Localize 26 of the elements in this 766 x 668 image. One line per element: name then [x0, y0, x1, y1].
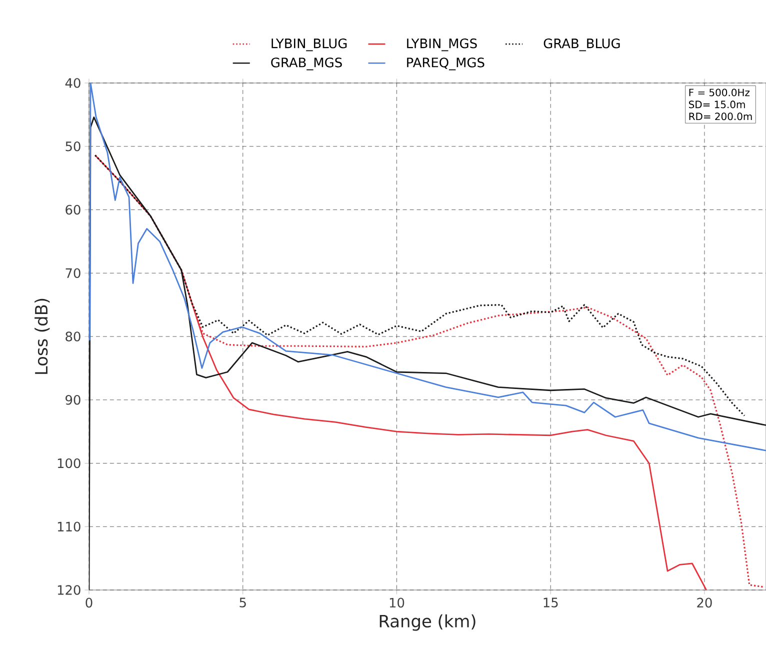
y-tick-label: 90	[66, 394, 80, 405]
y-tick-label: 110	[58, 522, 80, 532]
y-tick-label: 120	[58, 585, 80, 595]
y-tick-label: 60	[66, 204, 80, 215]
legend-label: PAREQ_MGS	[407, 58, 484, 70]
x-tick-label: 0	[86, 598, 92, 608]
annotation: RD= 200.0m	[689, 112, 752, 120]
line-series	[89, 83, 766, 452]
x-tick-label: 20	[697, 598, 712, 608]
annotation: SD= 15.0m	[688, 100, 745, 108]
legend-label: LYBIN_BLUG	[272, 38, 347, 52]
y-tick-label: 70	[66, 268, 80, 278]
y-tick-label: 40	[65, 78, 80, 88]
legend-label: GRAB_MGS	[271, 58, 342, 70]
line-series	[94, 154, 746, 417]
legend-label: LYBIN_MGS	[407, 38, 477, 52]
y-tick-label: 80	[66, 332, 80, 342]
x-tick-label: 15	[544, 598, 558, 608]
x-tick-label: 10	[390, 598, 404, 608]
x-axis-title: Range (km)	[380, 614, 476, 631]
legend-label: GRAB_BLUG	[544, 38, 620, 52]
y-axis-title: Loss (dB)	[34, 298, 50, 374]
y-tick-label: 100	[58, 458, 80, 468]
y-tick-label: 50	[66, 141, 80, 152]
x-tick-label: 5	[240, 598, 246, 608]
annotation: F = 500.0Hz	[689, 88, 750, 96]
